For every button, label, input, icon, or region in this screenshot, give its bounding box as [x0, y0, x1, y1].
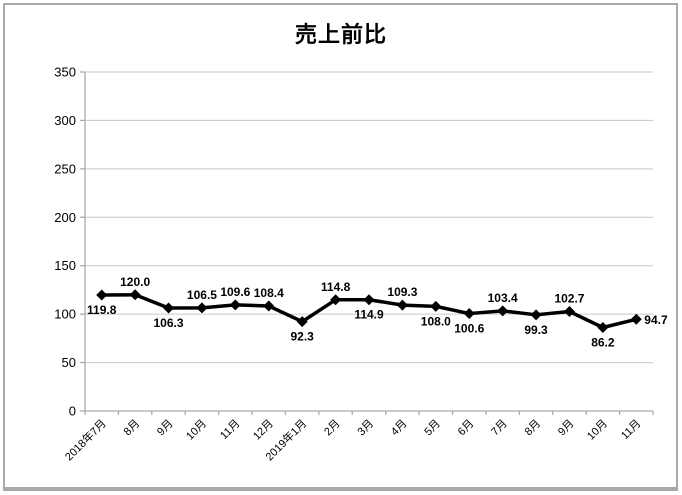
x-axis-tick-label: 7月	[489, 418, 510, 439]
x-axis-tick-label: 11月	[619, 418, 643, 442]
window-frame	[3, 3, 678, 491]
y-axis-tick-label: 300	[54, 113, 76, 128]
data-point-marker	[296, 316, 308, 328]
data-point-label: 103.4	[488, 291, 518, 305]
data-point-label: 108.0	[421, 314, 451, 328]
data-point-label: 119.8	[87, 303, 117, 317]
x-axis-tick-label: 12月	[251, 418, 276, 443]
data-point-label: 100.6	[454, 322, 484, 336]
data-point-marker	[630, 313, 642, 325]
data-point-marker	[463, 308, 475, 320]
data-point-label: 106.3	[154, 316, 184, 330]
x-axis-tick-label: 8月	[523, 418, 544, 439]
x-axis-tick-label: 10月	[184, 418, 209, 443]
y-axis-tick-label: 50	[62, 355, 76, 370]
data-point-label: 92.3	[290, 330, 314, 344]
data-point-marker	[430, 300, 442, 312]
x-axis-tick-label: 9月	[556, 418, 577, 439]
x-axis-tick-label: 10月	[585, 418, 610, 443]
data-point-label: 86.2	[591, 336, 615, 350]
data-point-label: 106.5	[187, 288, 217, 302]
data-point-marker	[363, 294, 375, 306]
data-point-marker	[163, 302, 175, 314]
data-point-marker	[530, 309, 542, 321]
data-point-label: 114.9	[354, 308, 384, 322]
y-axis-tick-label: 0	[69, 404, 76, 419]
data-point-label: 109.3	[387, 285, 417, 299]
data-point-marker	[263, 300, 275, 312]
y-axis-tick-label: 100	[54, 307, 76, 322]
x-axis-tick-label: 9月	[155, 418, 176, 439]
data-point-marker	[396, 299, 408, 311]
data-point-label: 99.3	[524, 323, 548, 337]
data-point-marker	[597, 322, 609, 334]
y-axis-tick-label: 250	[54, 161, 76, 176]
data-point-marker	[96, 289, 108, 301]
data-point-marker	[196, 302, 208, 314]
data-point-marker	[129, 289, 141, 301]
data-point-label: 94.7	[644, 313, 668, 327]
x-axis-tick-label: 2018年7月	[62, 416, 109, 463]
x-axis-tick-label: 3月	[356, 418, 377, 439]
data-point-label: 114.8	[321, 280, 351, 294]
data-point-label: 102.7	[554, 292, 584, 306]
x-axis-tick-label: 2月	[322, 418, 343, 439]
data-point-marker	[229, 299, 241, 311]
y-axis-tick-label: 200	[54, 210, 76, 225]
x-axis-tick-label: 5月	[422, 418, 443, 439]
data-point-label: 108.4	[254, 286, 284, 300]
data-point-marker	[497, 305, 509, 317]
y-axis-tick-label: 150	[54, 258, 76, 273]
x-axis-tick-label: 4月	[389, 418, 410, 439]
data-point-label: 109.6	[220, 285, 250, 299]
data-point-marker	[563, 306, 575, 318]
x-axis-tick-label: 6月	[456, 418, 477, 439]
chart-title: 売上前比	[294, 22, 387, 47]
data-point-marker	[330, 294, 342, 306]
data-point-label: 120.0	[120, 275, 150, 289]
y-axis-tick-label: 350	[54, 65, 76, 80]
x-axis-tick-label: 8月	[122, 418, 143, 439]
x-axis-tick-label: 11月	[218, 418, 242, 442]
